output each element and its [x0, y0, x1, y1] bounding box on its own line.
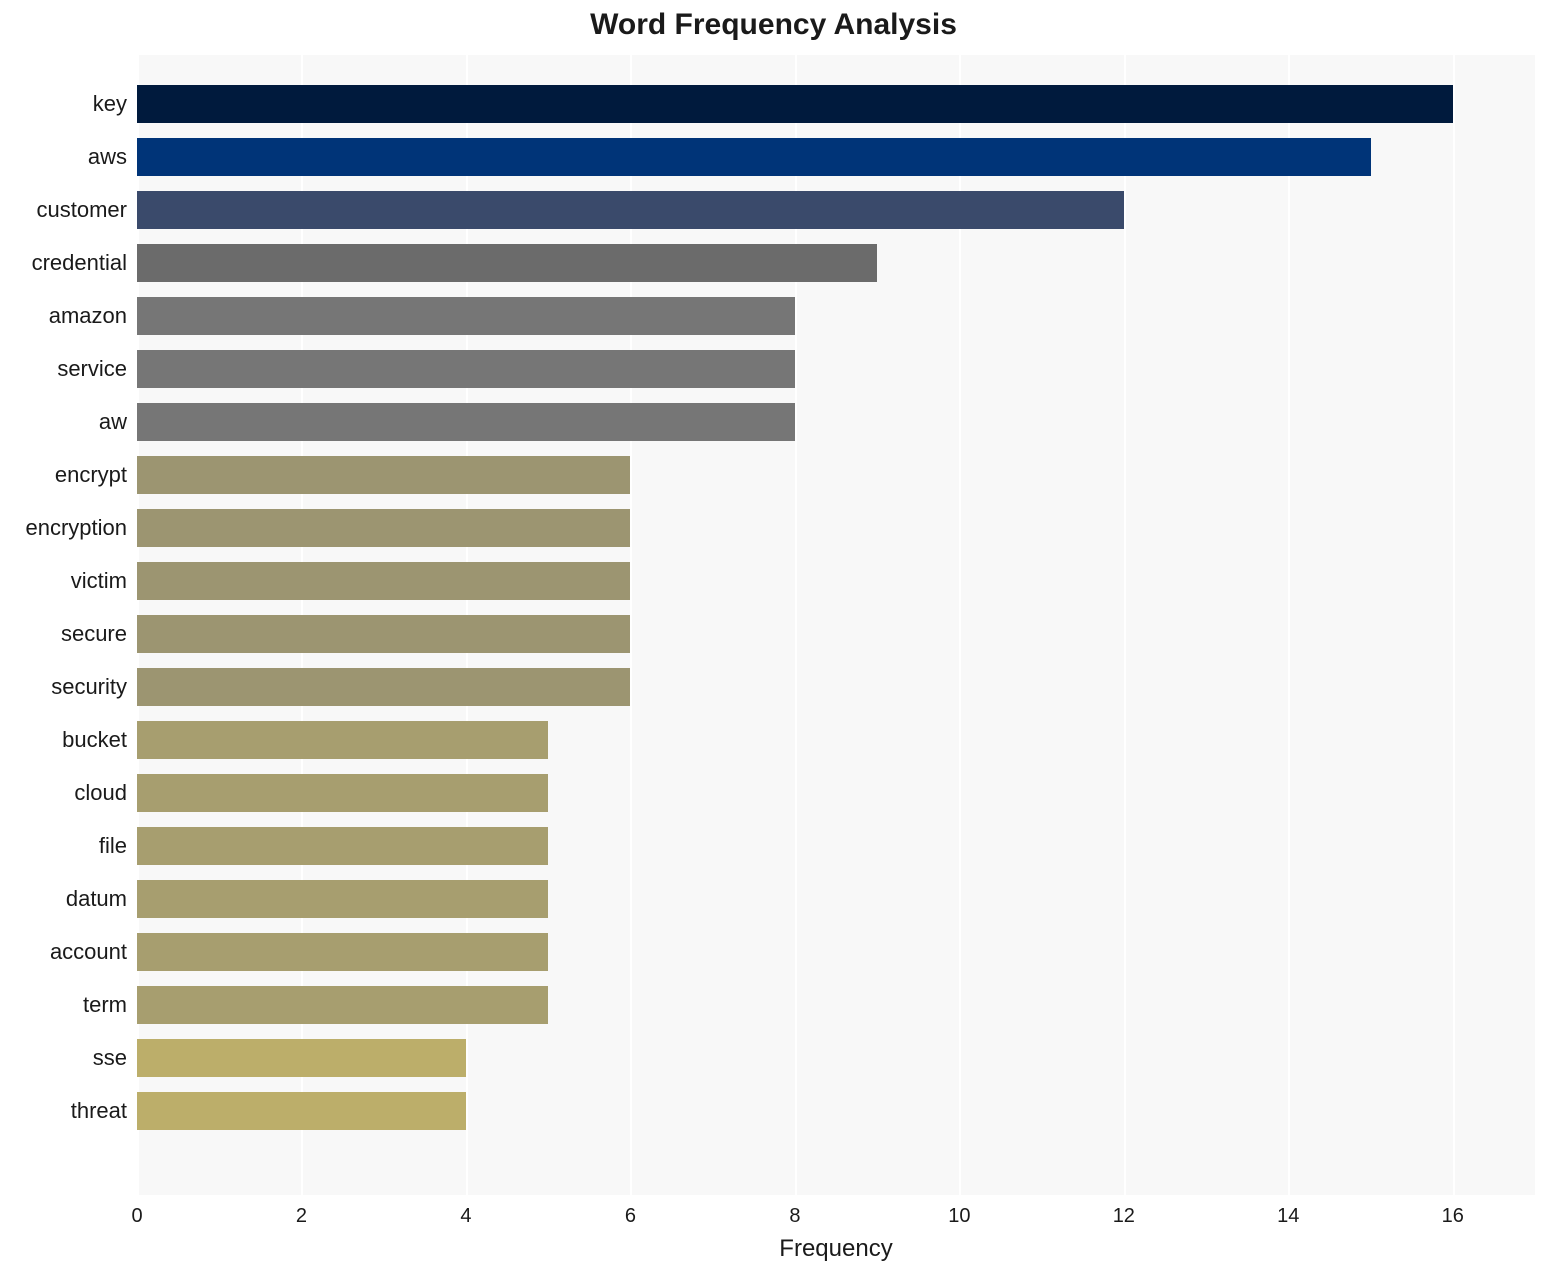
bar [137, 774, 548, 812]
chart-title: Word Frequency Analysis [0, 8, 1547, 42]
y-tick-label: secure [61, 621, 127, 647]
y-tick-label: file [99, 833, 127, 859]
bar [137, 456, 630, 494]
y-tick-label: amazon [49, 303, 127, 329]
bar [137, 350, 795, 388]
x-tick-label: 8 [789, 1205, 800, 1228]
bar [137, 138, 1371, 176]
bar [137, 721, 548, 759]
bar [137, 244, 877, 282]
x-tick-label: 2 [296, 1205, 307, 1228]
y-tick-label: term [83, 992, 127, 1018]
bar [137, 1039, 466, 1077]
y-tick-label: aws [88, 144, 127, 170]
bar [137, 191, 1124, 229]
x-tick-label: 6 [625, 1205, 636, 1228]
y-tick-label: credential [32, 250, 127, 276]
gridline [1453, 55, 1455, 1195]
bar [137, 986, 548, 1024]
y-tick-label: account [50, 939, 127, 965]
bar [137, 403, 795, 441]
y-tick-label: cloud [74, 780, 127, 806]
bar [137, 562, 630, 600]
y-tick-label: datum [66, 886, 127, 912]
gridline [1288, 55, 1290, 1195]
y-tick-label: encryption [25, 515, 127, 541]
bar [137, 1092, 466, 1130]
gridline [1124, 55, 1126, 1195]
bar [137, 933, 548, 971]
bar [137, 880, 548, 918]
y-tick-label: victim [71, 568, 127, 594]
x-tick-label: 4 [460, 1205, 471, 1228]
bar [137, 827, 548, 865]
bar [137, 85, 1453, 123]
y-tick-label: aw [99, 409, 127, 435]
bar [137, 615, 630, 653]
bar [137, 509, 630, 547]
x-tick-label: 12 [1113, 1205, 1135, 1228]
x-tick-label: 16 [1442, 1205, 1464, 1228]
y-tick-label: sse [93, 1045, 127, 1071]
y-tick-label: service [57, 356, 127, 382]
y-tick-label: key [93, 91, 127, 117]
y-tick-label: customer [37, 197, 127, 223]
x-tick-label: 14 [1277, 1205, 1299, 1228]
bar [137, 668, 630, 706]
y-tick-label: threat [71, 1098, 127, 1124]
x-tick-label: 10 [948, 1205, 970, 1228]
bar [137, 297, 795, 335]
chart-container: Word Frequency Analysis key aws customer cr… [0, 0, 1547, 1282]
x-tick-label: 0 [131, 1205, 142, 1228]
y-tick-label: encrypt [55, 462, 127, 488]
y-tick-label: security [51, 674, 127, 700]
y-tick-label: bucket [62, 727, 127, 753]
x-axis-title: Frequency [137, 1235, 1535, 1263]
